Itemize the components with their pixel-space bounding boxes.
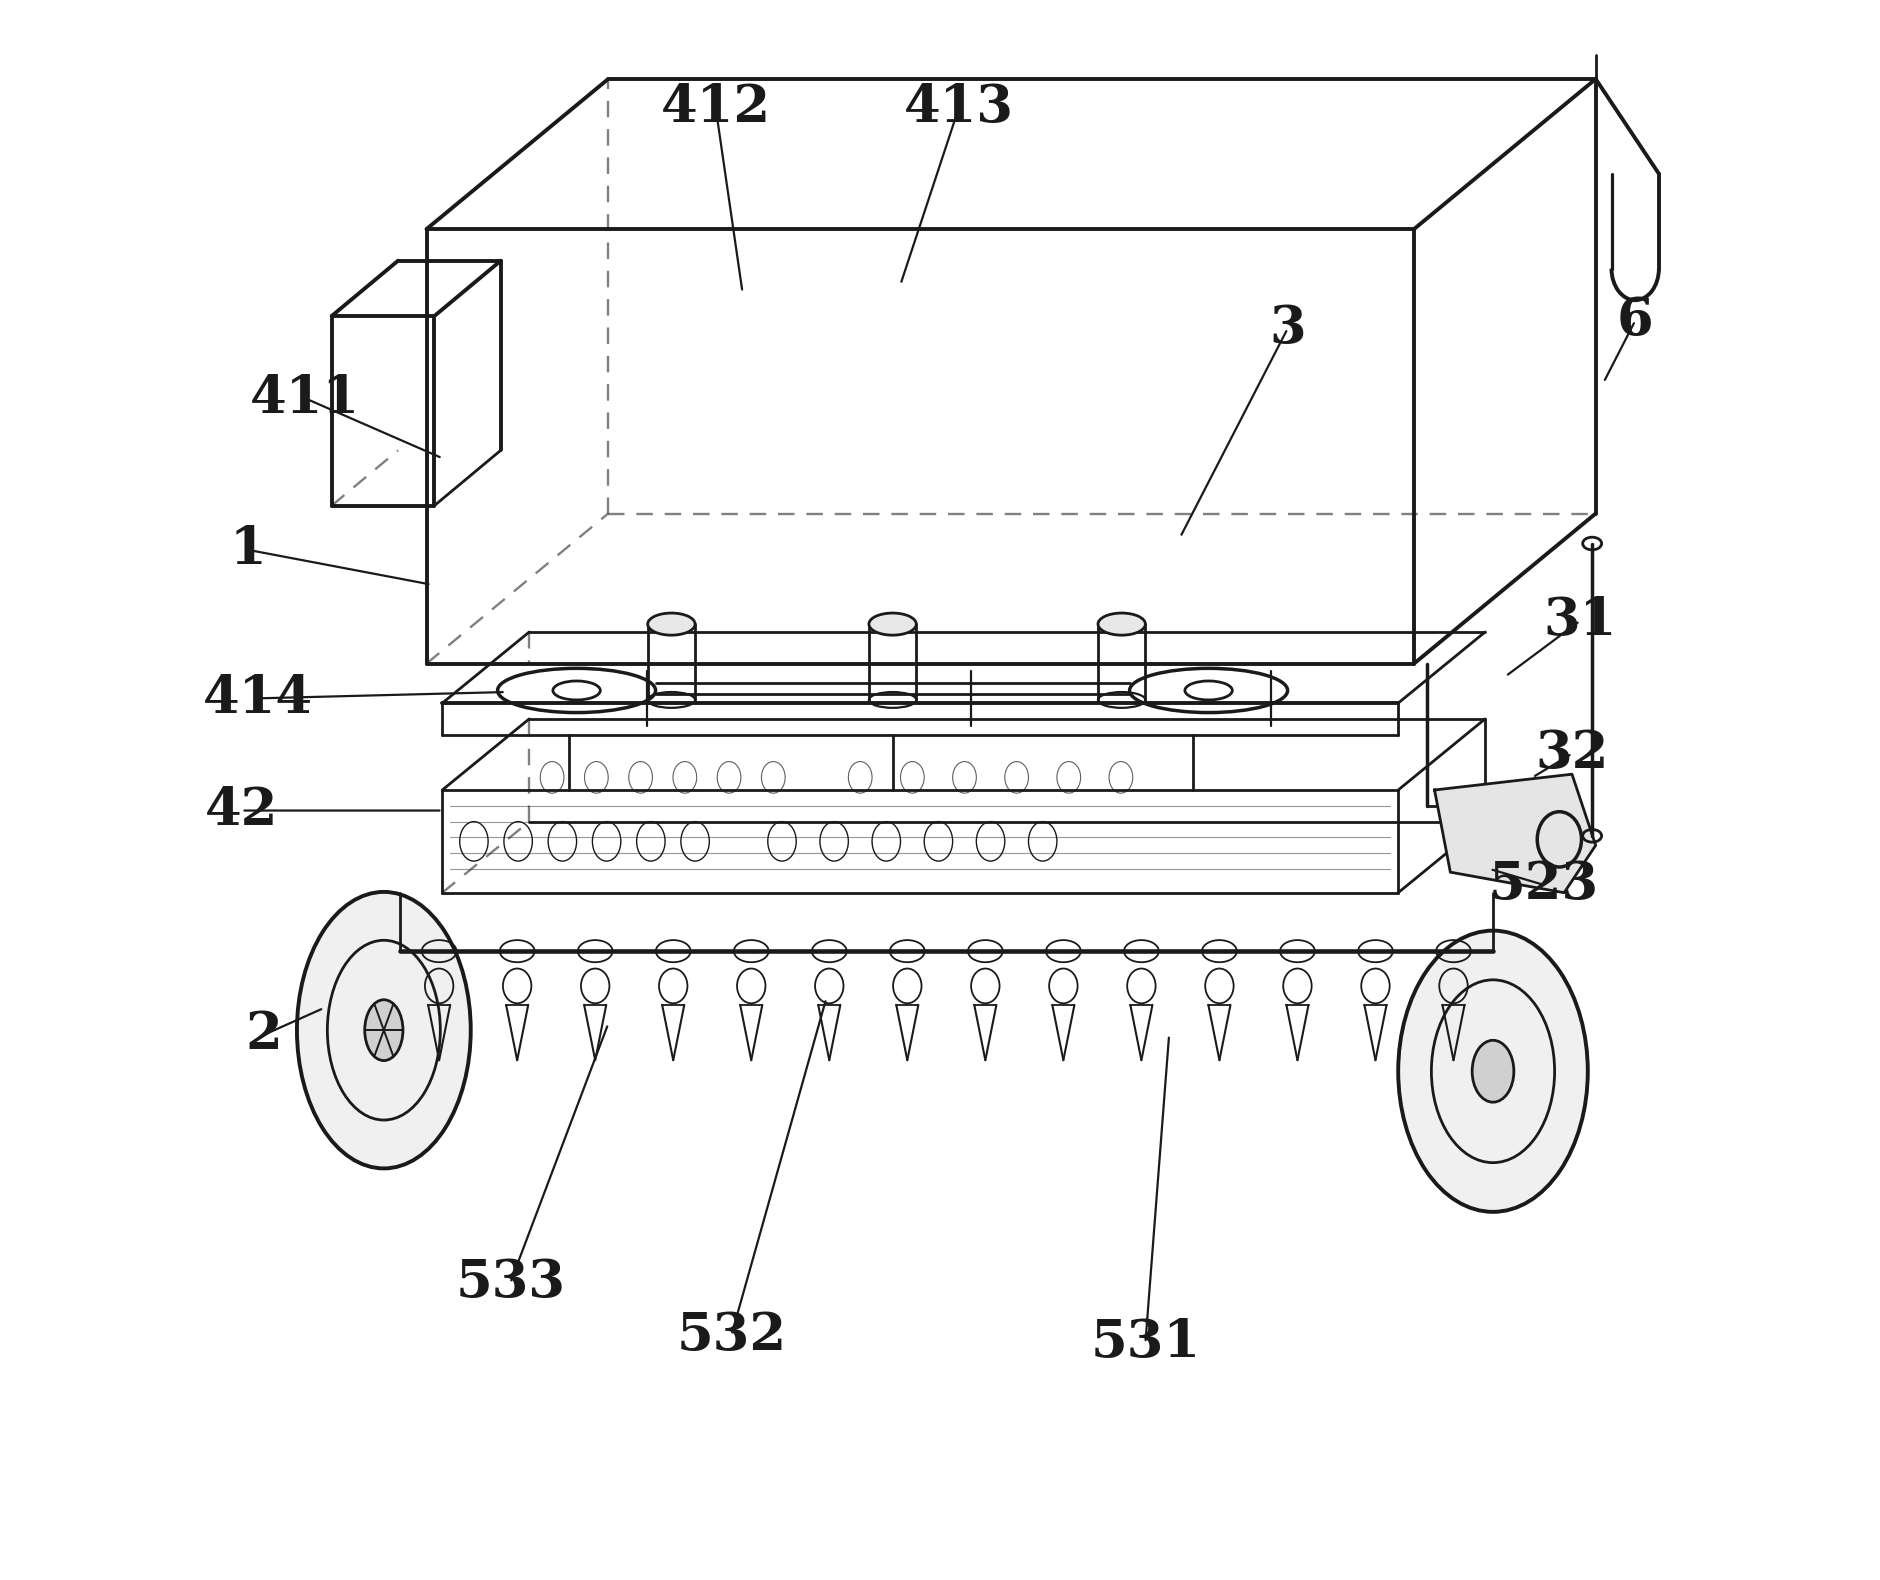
Text: 32: 32 <box>1536 728 1609 779</box>
Text: 42: 42 <box>205 785 278 836</box>
Text: 3: 3 <box>1269 303 1307 354</box>
Ellipse shape <box>1399 931 1589 1212</box>
Polygon shape <box>1434 774 1596 893</box>
Text: 532: 532 <box>677 1310 786 1360</box>
Ellipse shape <box>1098 613 1145 635</box>
Text: 413: 413 <box>904 82 1013 133</box>
Text: 411: 411 <box>250 373 359 423</box>
Text: 533: 533 <box>455 1258 566 1308</box>
Ellipse shape <box>1472 1040 1513 1103</box>
Text: 531: 531 <box>1090 1318 1201 1368</box>
Ellipse shape <box>297 891 470 1169</box>
Text: 1: 1 <box>229 525 267 575</box>
Ellipse shape <box>365 1000 402 1060</box>
Text: 523: 523 <box>1489 860 1598 910</box>
Text: 31: 31 <box>1543 596 1617 646</box>
Text: 6: 6 <box>1617 295 1654 346</box>
Ellipse shape <box>649 613 696 635</box>
Text: 2: 2 <box>246 1010 282 1060</box>
Ellipse shape <box>869 613 916 635</box>
Text: 414: 414 <box>203 673 312 724</box>
Text: 412: 412 <box>660 82 771 133</box>
